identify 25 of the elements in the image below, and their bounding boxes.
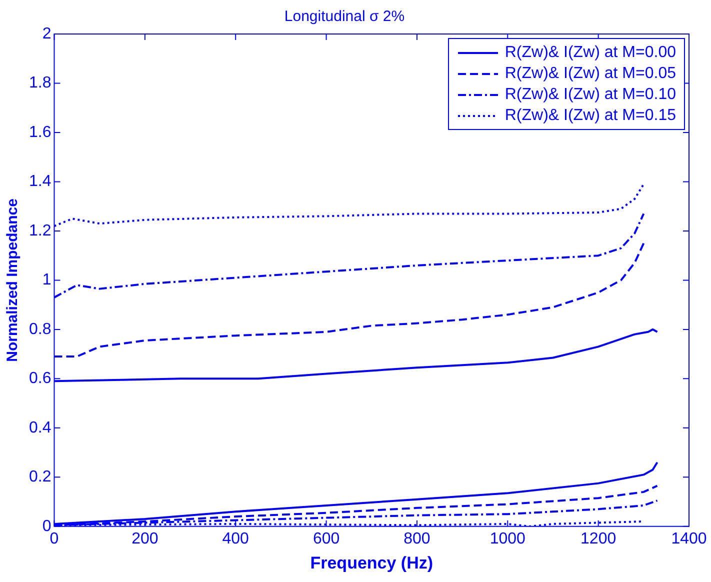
y-tick-label: 1 — [42, 272, 52, 289]
y-tick-label: 0.2 — [28, 468, 52, 486]
y-tick-label: 0 — [42, 518, 52, 535]
y-tick-label: 1.6 — [28, 124, 52, 141]
y-tick-label: 1.4 — [28, 173, 52, 190]
x-tick-label: 600 — [312, 530, 340, 548]
y-tick-label: 0.4 — [28, 419, 52, 436]
y-tick-label: 1.8 — [28, 74, 52, 92]
y-tick-label: 1.2 — [28, 222, 52, 240]
y-tick-label: 0.6 — [28, 370, 52, 388]
chart-title: Longitudinal σ 2% — [284, 8, 405, 26]
legend-label: R(Zw)& I(Zw) at M=0.05 — [504, 64, 676, 82]
x-tick-label: 800 — [404, 530, 430, 548]
x-tick-label: 1200 — [580, 530, 616, 548]
x-tick-label: 1000 — [490, 530, 526, 548]
legend-label: R(Zw)& I(Zw) at M=0.15 — [504, 106, 676, 124]
x-axis-title: Frequency (Hz) — [310, 553, 434, 572]
y-axis-title: Normalized Impedance — [4, 198, 22, 362]
x-tick-label: 1400 — [671, 530, 707, 548]
y-tick-label: 2 — [42, 25, 52, 42]
x-tick-label: 400 — [222, 530, 250, 548]
x-tick-label: 200 — [132, 530, 158, 548]
legend-label: R(Zw)& I(Zw) at M=0.00 — [504, 44, 676, 62]
y-tick-label: 0.8 — [28, 320, 52, 338]
legend-label: R(Zw)& I(Zw) at M=0.10 — [504, 86, 676, 104]
